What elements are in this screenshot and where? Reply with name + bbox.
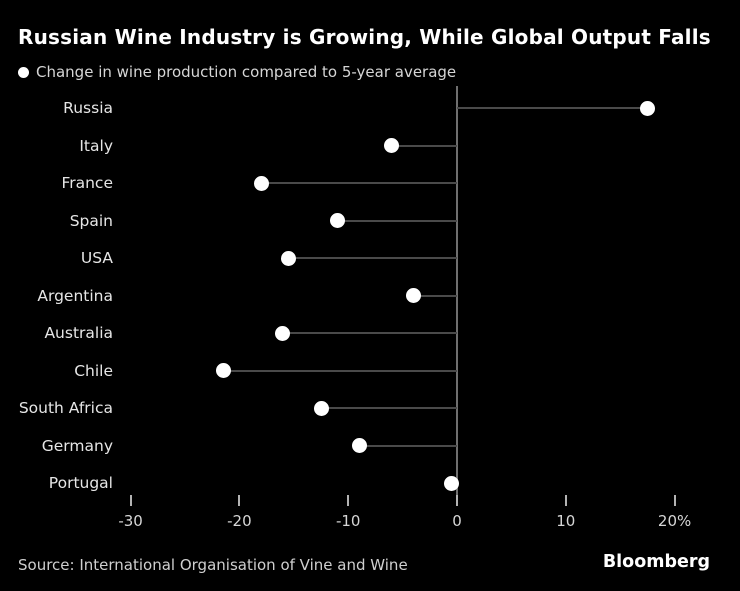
axis-tick-label: -10 <box>335 512 361 530</box>
data-dot <box>384 138 400 153</box>
stem <box>288 257 457 259</box>
category-label: Italy <box>79 136 113 155</box>
stem <box>223 369 457 372</box>
data-dot <box>351 438 367 453</box>
data-dot <box>639 100 655 116</box>
axis-tick <box>456 495 458 506</box>
data-dot <box>275 325 291 341</box>
data-dot <box>280 250 296 266</box>
axis-tick <box>673 495 676 506</box>
stem <box>337 219 457 222</box>
category-label: Portugal <box>48 474 113 492</box>
category-label: France <box>61 174 113 192</box>
bloomberg-logo: Bloomberg <box>602 552 710 572</box>
data-dot <box>405 288 421 303</box>
chart-title: Russian Wine Industry is Growing, While … <box>18 25 711 49</box>
axis-tick-label: -30 <box>118 512 143 530</box>
zero-baseline <box>456 86 458 506</box>
axis-tick <box>129 495 132 506</box>
axis-tick-label: 10 <box>556 512 576 530</box>
legend: Change in wine production compared to 5-… <box>18 63 456 81</box>
axis-tick <box>564 495 567 506</box>
stem <box>457 107 648 109</box>
category-label: USA <box>80 249 113 267</box>
stem <box>282 332 457 334</box>
category-label: Germany <box>41 436 113 455</box>
data-dot <box>329 213 345 228</box>
axis-tick-label: 20% <box>657 512 692 530</box>
category-label: Australia <box>44 324 113 342</box>
data-dot <box>215 363 231 378</box>
category-label: Chile <box>74 361 113 380</box>
axis-tick-label: -20 <box>227 512 252 530</box>
source-note: Source: International Organisation of Vi… <box>18 556 408 574</box>
data-dot <box>253 175 269 191</box>
axis-tick-label: 0 <box>452 512 462 530</box>
data-dot <box>444 475 460 491</box>
category-label: Russia <box>63 99 113 117</box>
axis-tick <box>347 495 350 506</box>
stem <box>261 182 457 184</box>
data-dot <box>313 400 329 416</box>
stem <box>321 407 457 409</box>
stem <box>359 444 457 447</box>
stem <box>391 144 457 147</box>
category-label: South Africa <box>18 399 113 417</box>
legend-dot-icon <box>18 66 29 78</box>
stem <box>413 294 457 297</box>
legend-label: Change in wine production compared to 5-… <box>36 63 457 81</box>
category-label: Spain <box>69 211 113 230</box>
category-label: Argentina <box>37 286 113 305</box>
axis-tick <box>238 495 241 506</box>
